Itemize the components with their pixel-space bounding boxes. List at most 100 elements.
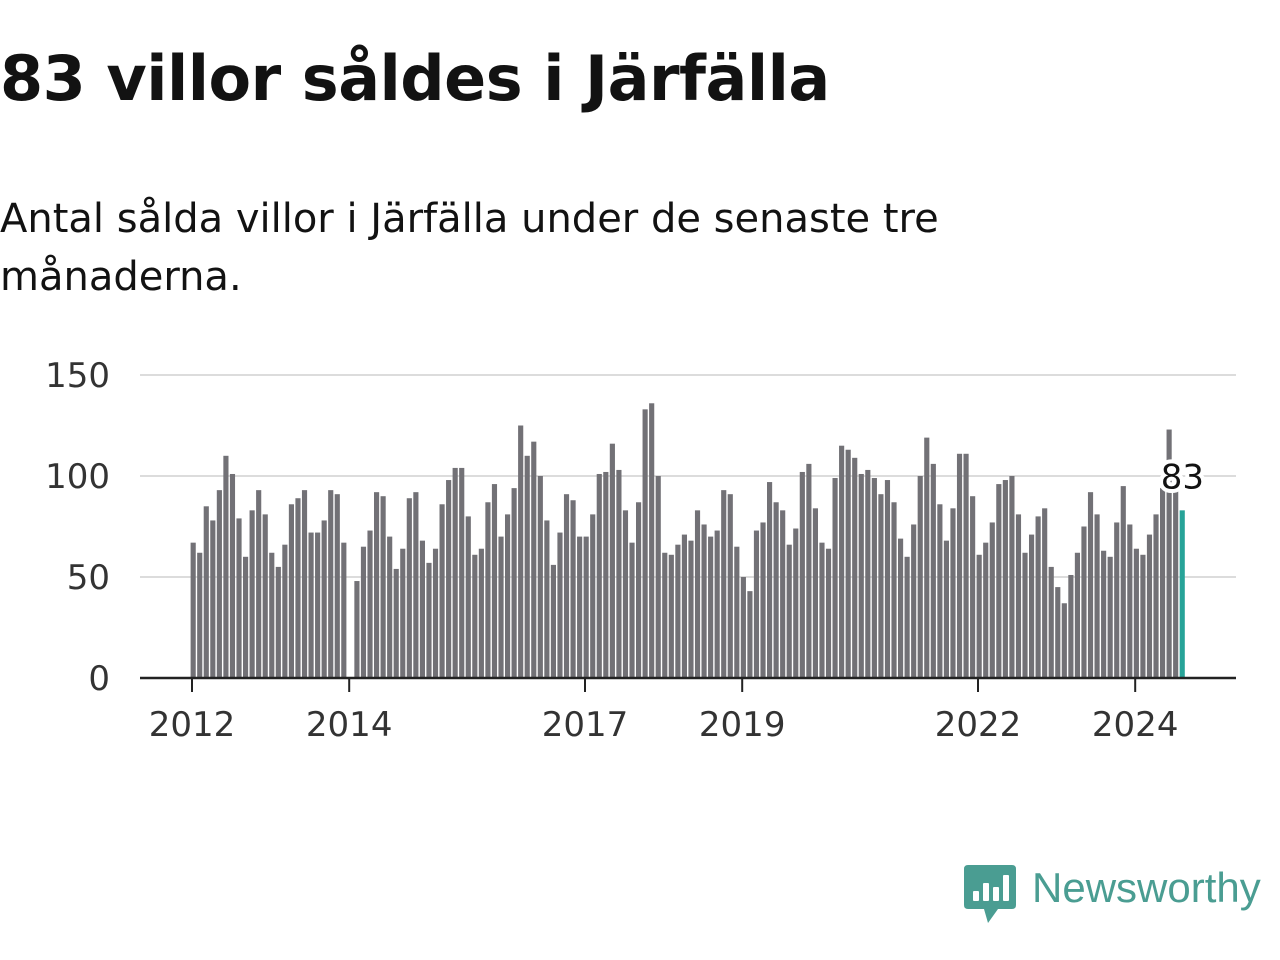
x-tick-label: 2024 <box>1092 705 1179 745</box>
x-tick-label: 2014 <box>306 705 393 745</box>
bar <box>865 469 871 678</box>
bar <box>1081 526 1087 678</box>
bar <box>249 510 255 678</box>
bar <box>288 504 294 678</box>
bar <box>622 510 629 678</box>
bar <box>256 490 262 678</box>
bar <box>596 473 602 678</box>
bar <box>203 506 209 678</box>
bar <box>328 490 334 678</box>
bar <box>1042 508 1048 678</box>
y-tick-label: 150 <box>45 356 110 396</box>
bar <box>518 425 524 678</box>
bar <box>1094 514 1100 678</box>
bar-chart: 0 50 100 150 2012 2014 2017 2019 2022 2024 83 <box>45 356 1236 745</box>
bar <box>688 540 694 678</box>
bar <box>537 476 543 678</box>
bar <box>740 577 746 678</box>
bar <box>996 484 1002 678</box>
brand-name: Newsworthy <box>1032 864 1261 911</box>
bar <box>393 568 399 678</box>
y-axis-labels: 0 50 100 150 <box>45 356 110 699</box>
bar <box>930 463 936 678</box>
bar <box>767 482 773 678</box>
bar <box>1140 554 1146 678</box>
bar <box>550 564 556 678</box>
bar <box>636 502 642 678</box>
x-axis <box>140 676 1236 692</box>
bar <box>825 548 832 678</box>
bar <box>452 467 458 678</box>
bar <box>557 532 563 678</box>
bar <box>819 542 825 678</box>
bar <box>904 556 910 678</box>
bar <box>793 528 799 678</box>
bar <box>603 471 609 678</box>
bar <box>334 494 340 678</box>
bar <box>210 520 216 678</box>
chart-subtitle: Antal sålda villor i Järfälla under de s… <box>0 196 939 300</box>
bar <box>459 467 465 678</box>
bar <box>642 409 648 678</box>
bar <box>570 500 576 678</box>
bar <box>1101 550 1107 678</box>
bar <box>1107 556 1113 678</box>
bar <box>701 524 707 678</box>
bar <box>727 494 733 678</box>
bar <box>839 445 845 678</box>
bar <box>432 548 439 678</box>
newsworthy-logo-icon <box>964 865 1016 923</box>
bar <box>976 554 982 678</box>
bar <box>1160 488 1166 678</box>
bar <box>747 591 753 678</box>
bar <box>472 554 478 678</box>
bar <box>380 496 386 678</box>
bar <box>871 478 877 678</box>
bar <box>609 443 615 678</box>
bar <box>301 490 308 678</box>
bar <box>760 522 766 678</box>
bar <box>406 498 412 678</box>
bar <box>216 490 222 678</box>
bar <box>498 536 504 678</box>
bar <box>786 544 792 678</box>
bar <box>1087 492 1094 678</box>
bar <box>282 544 288 678</box>
bar <box>275 566 281 678</box>
bar <box>262 514 268 678</box>
bar <box>1061 603 1067 678</box>
x-tick-label: 2019 <box>699 705 786 745</box>
bar <box>1002 480 1008 678</box>
bar <box>1127 524 1133 678</box>
bar <box>544 520 550 678</box>
bar <box>780 510 786 678</box>
bar <box>799 471 805 678</box>
bar <box>989 522 995 678</box>
bar <box>341 542 347 678</box>
bar <box>308 532 314 678</box>
bar <box>367 530 373 678</box>
bar <box>694 510 701 678</box>
bar <box>878 494 884 678</box>
bar <box>898 538 904 678</box>
bar <box>426 562 432 678</box>
chart-title: 83 villor såldes i Järfälla <box>0 42 830 115</box>
bar <box>387 536 393 678</box>
y-tick-label: 0 <box>88 659 110 699</box>
bar <box>563 494 570 678</box>
bar <box>924 437 930 678</box>
highlight-value-label: 83 <box>1161 457 1204 497</box>
bar <box>1173 480 1179 678</box>
newsworthy-logo[interactable]: Newsworthy <box>964 862 1280 926</box>
x-tick-label: 2017 <box>542 705 629 745</box>
bars <box>190 403 1185 678</box>
bar <box>753 530 760 678</box>
bar <box>511 488 517 678</box>
bar <box>315 532 321 678</box>
bar <box>1029 534 1035 678</box>
bar <box>891 502 897 678</box>
bar <box>983 542 989 678</box>
bar <box>236 518 242 678</box>
bar <box>524 455 530 678</box>
bar <box>714 530 720 678</box>
